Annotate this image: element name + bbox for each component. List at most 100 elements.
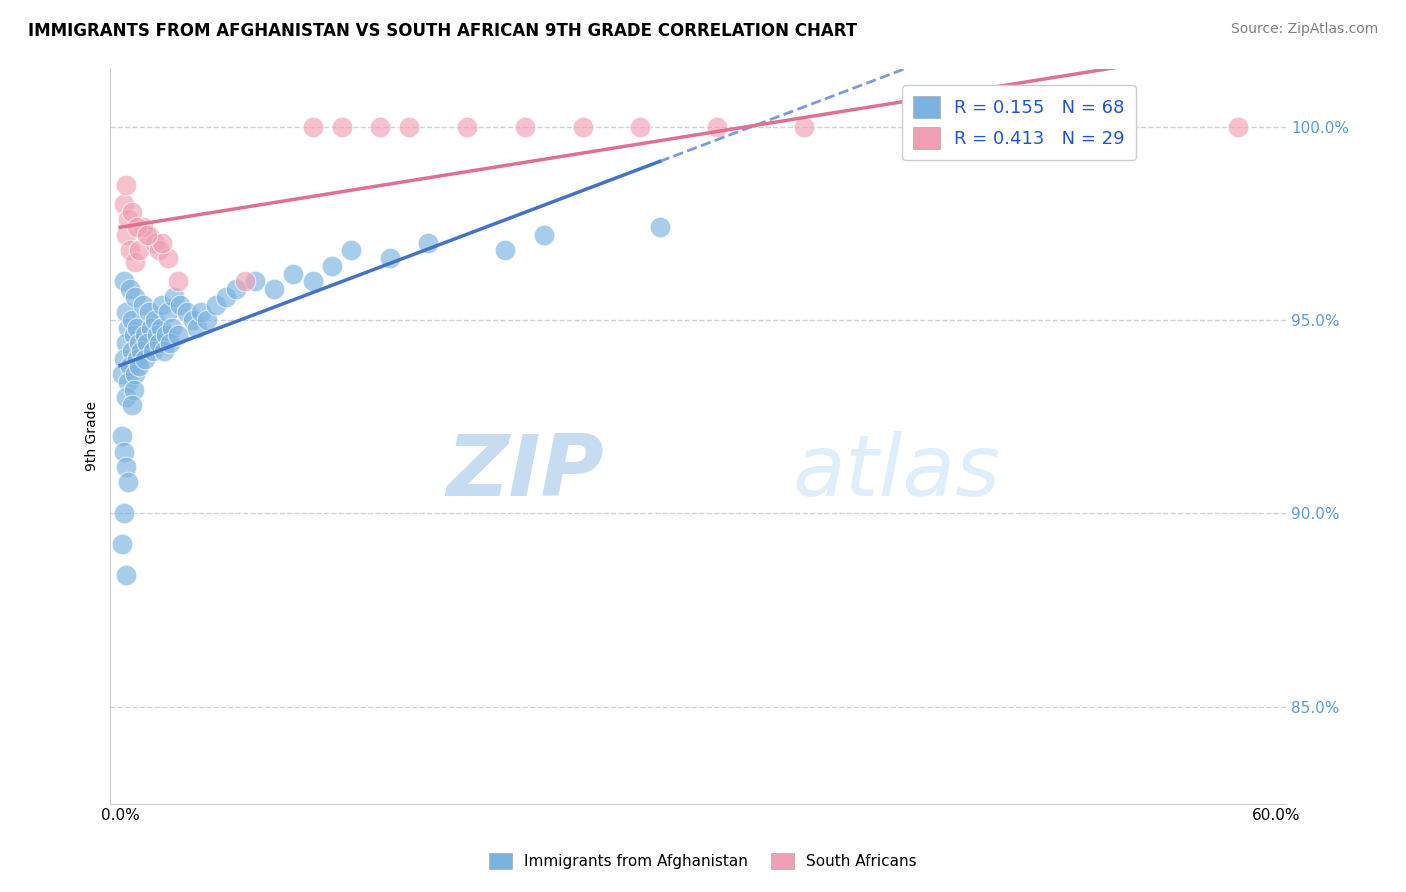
Point [118, 244, 141, 258]
Point [117, 375, 139, 389]
Point [233, 274, 256, 288]
Point [114, 460, 136, 475]
Point [114, 227, 136, 242]
Point [114, 336, 136, 351]
Y-axis label: 9th Grade: 9th Grade [86, 401, 100, 471]
Point [628, 120, 651, 134]
Point [145, 328, 167, 343]
Point [793, 120, 815, 134]
Point [117, 320, 139, 334]
Point [121, 204, 143, 219]
Point [112, 507, 135, 521]
Point [121, 398, 143, 412]
Point [132, 297, 155, 311]
Point [111, 367, 134, 381]
Point [114, 305, 136, 319]
Point [243, 274, 266, 288]
Point [263, 282, 285, 296]
Point [148, 336, 170, 351]
Point [117, 475, 139, 490]
Point [139, 320, 162, 334]
Point [124, 367, 146, 381]
Point [124, 290, 146, 304]
Point [138, 227, 160, 242]
Point [301, 120, 323, 134]
Point [112, 351, 135, 366]
Point [111, 429, 134, 443]
Point [112, 444, 135, 458]
Point [167, 274, 190, 288]
Point [456, 120, 478, 134]
Point [155, 328, 177, 343]
Point [163, 290, 186, 304]
Point [152, 297, 174, 311]
Point [418, 235, 440, 250]
Point [132, 220, 155, 235]
Point [205, 297, 228, 311]
Point [121, 343, 143, 358]
Point [215, 290, 238, 304]
Point [122, 383, 145, 397]
Point [148, 244, 170, 258]
Point [533, 227, 555, 242]
Point [195, 313, 218, 327]
Point [378, 251, 401, 265]
Point [648, 220, 671, 235]
Point [143, 313, 166, 327]
Point [128, 244, 150, 258]
Text: Source: ZipAtlas.com: Source: ZipAtlas.com [1230, 22, 1378, 37]
Point [1226, 120, 1249, 134]
Point [152, 235, 174, 250]
Point [129, 343, 152, 358]
Point [176, 305, 198, 319]
Point [134, 328, 156, 343]
Point [122, 328, 145, 343]
Text: atlas: atlas [792, 432, 1000, 515]
Point [706, 120, 728, 134]
Legend: Immigrants from Afghanistan, South Africans: Immigrants from Afghanistan, South Afric… [484, 847, 922, 875]
Point [127, 220, 149, 235]
Point [134, 351, 156, 366]
Point [167, 328, 190, 343]
Point [127, 351, 149, 366]
Point [136, 336, 159, 351]
Point [112, 274, 135, 288]
Point [159, 336, 181, 351]
Point [157, 251, 180, 265]
Point [124, 255, 146, 269]
Point [128, 336, 150, 351]
Point [225, 282, 247, 296]
Point [398, 120, 420, 134]
Point [136, 227, 159, 242]
Point [128, 359, 150, 374]
Point [368, 120, 391, 134]
Point [138, 305, 160, 319]
Point [112, 197, 135, 211]
Point [495, 244, 517, 258]
Point [114, 390, 136, 404]
Point [149, 320, 172, 334]
Point [181, 313, 204, 327]
Text: IMMIGRANTS FROM AFGHANISTAN VS SOUTH AFRICAN 9TH GRADE CORRELATION CHART: IMMIGRANTS FROM AFGHANISTAN VS SOUTH AFR… [28, 22, 858, 40]
Point [142, 343, 165, 358]
Point [127, 320, 149, 334]
Point [190, 305, 212, 319]
Legend: R = 0.155   N = 68, R = 0.413   N = 29: R = 0.155 N = 68, R = 0.413 N = 29 [903, 85, 1136, 160]
Point [114, 568, 136, 582]
Point [169, 297, 191, 311]
Point [143, 235, 166, 250]
Point [157, 305, 180, 319]
Point [117, 212, 139, 227]
Point [301, 274, 323, 288]
Point [114, 178, 136, 192]
Point [153, 343, 176, 358]
Point [111, 537, 134, 551]
Text: ZIP: ZIP [447, 432, 605, 515]
Point [571, 120, 593, 134]
Point [340, 244, 363, 258]
Point [321, 259, 343, 273]
Point [330, 120, 353, 134]
Point [186, 320, 208, 334]
Point [118, 282, 141, 296]
Point [283, 267, 305, 281]
